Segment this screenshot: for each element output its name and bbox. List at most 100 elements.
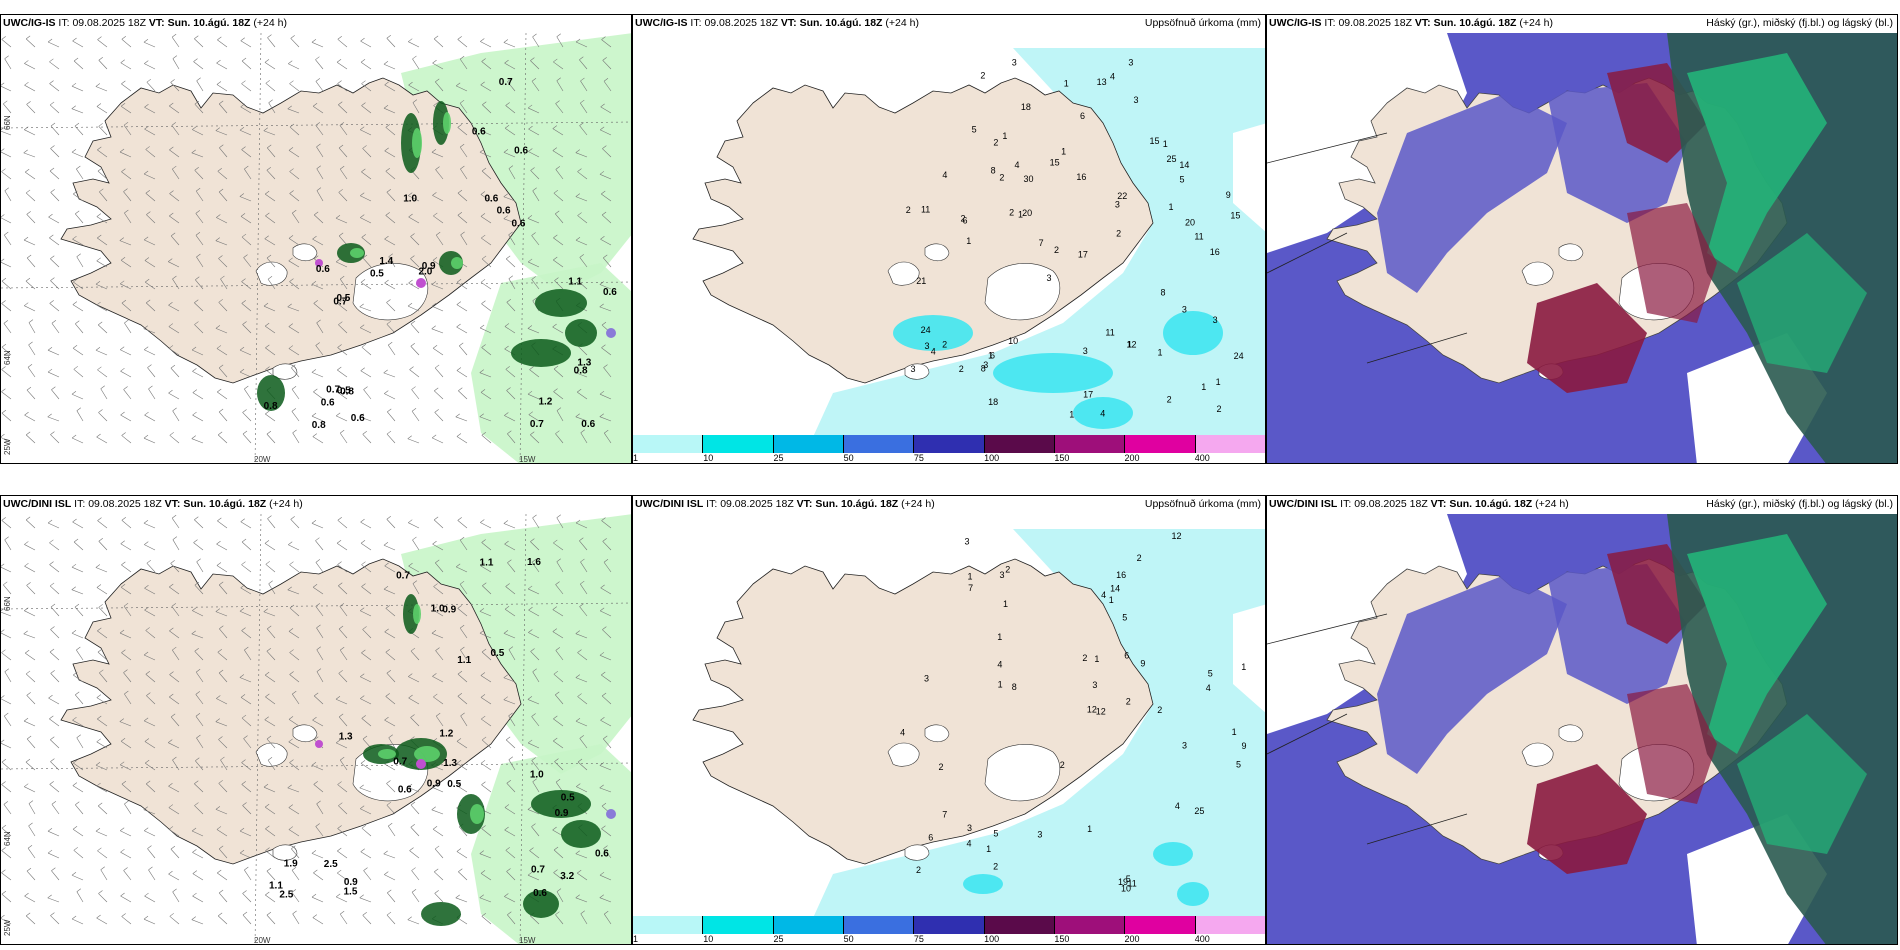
wind-barb-flag — [527, 806, 533, 810]
wind-barb — [383, 544, 396, 551]
wind-barb-flag — [193, 539, 198, 543]
wind-barb-flag — [362, 431, 367, 435]
wind-barb — [603, 848, 612, 859]
wind-barb-flag — [479, 149, 485, 153]
wind-barb-flag — [50, 122, 56, 127]
wind-barb-flag — [25, 189, 31, 194]
wind-barb — [457, 214, 468, 224]
wind-barb-flag — [216, 81, 222, 85]
panel-r2-wind-rain[interactable]: UWC/DINI ISL IT: 09.08.2025 18Z VT: Sun.… — [0, 495, 632, 945]
wind-barb-flag — [527, 390, 533, 395]
wind-barb — [72, 348, 84, 356]
value-label: 3 — [967, 823, 972, 833]
wind-barb-flag — [455, 413, 460, 418]
wind-barb-flag — [338, 189, 343, 193]
value-label: 11 — [1127, 878, 1136, 888]
wind-rain-map[interactable]: 0.60.61.20.70.60.70.80.60.60.50.60.80.60… — [1, 33, 632, 464]
wind-barb — [267, 37, 276, 48]
wind-barb — [575, 853, 588, 859]
wind-barb-flag — [72, 716, 77, 721]
wind-barb — [311, 42, 324, 48]
value-label: 0.6 — [581, 419, 595, 430]
wind-barb-flag — [528, 629, 533, 633]
wind-barb — [216, 543, 228, 551]
wind-barb — [123, 606, 132, 617]
wind-barb — [360, 521, 372, 529]
wind-barb-flag — [268, 99, 273, 104]
wind-barb — [49, 651, 60, 661]
value-label: 1 — [998, 679, 1003, 689]
wind-barb-flag — [215, 237, 220, 241]
wind-barb — [554, 761, 564, 771]
wind-barb — [172, 410, 180, 422]
wind-barb-flag — [505, 583, 510, 587]
wind-barb-flag — [267, 756, 273, 761]
wind-barb — [26, 738, 36, 749]
wind-barb — [479, 611, 492, 617]
wind-barb — [26, 585, 36, 595]
cloud-map[interactable] — [1267, 33, 1898, 464]
precip-map[interactable]: 2333342111143253121321314211322212135682… — [633, 33, 1266, 437]
wind-barb-flag — [119, 718, 124, 722]
wind-barb — [216, 698, 228, 705]
wind-barb-flag — [74, 122, 80, 127]
wind-barb — [168, 807, 180, 815]
wind-barb — [337, 391, 348, 400]
wind-barb-flag — [431, 325, 436, 330]
wind-barb-flag — [146, 78, 152, 83]
wind-barb-flag — [195, 691, 200, 695]
wind-barb — [194, 324, 204, 334]
wind-barb-flag — [239, 346, 245, 351]
wind-barb-flag — [26, 254, 32, 259]
wind-barb — [50, 148, 60, 158]
value-label: 2 — [916, 865, 921, 875]
wind-barb-flag — [264, 803, 270, 808]
wind-barb-flag — [241, 627, 246, 631]
colorbar-segment — [1054, 916, 1126, 934]
panel-r1-clouds[interactable]: UWC/IG-IS IT: 09.08.2025 18Z VT: Sun. 10… — [1266, 14, 1898, 464]
wind-barb-flag — [360, 37, 365, 42]
wind-barb — [192, 852, 204, 859]
panel-title: Háský (gr.), miðský (fj.bl.) og lágský (… — [1706, 17, 1893, 29]
boundary-line — [1366, 332, 1468, 364]
wind-barb-flag — [602, 626, 607, 630]
value-label: 8 — [981, 364, 986, 374]
wind-barb — [385, 127, 396, 136]
wind-barb — [194, 38, 204, 48]
wind-barb — [124, 322, 132, 334]
wind-barb-flag — [338, 101, 343, 105]
wind-barb — [337, 564, 348, 573]
wind-barb-flag — [336, 540, 342, 544]
wind-barb — [434, 871, 444, 881]
wind-barb-flag — [410, 233, 415, 237]
wind-barb — [244, 869, 252, 881]
wind-barb-flag — [241, 561, 246, 565]
wind-barb — [120, 349, 132, 356]
cloud-map[interactable] — [1267, 514, 1898, 945]
rain-area-light — [471, 744, 631, 944]
colorbar-tick: 200 — [1124, 934, 1140, 944]
wind-barb — [553, 61, 564, 70]
wind-barb — [265, 413, 276, 422]
wind-barb-flag — [119, 148, 125, 153]
wind-barb-flag — [120, 892, 125, 897]
wind-barb — [263, 305, 276, 312]
wind-barb — [481, 542, 492, 551]
wind-barb — [575, 239, 588, 246]
wind-barb-flag — [383, 850, 388, 855]
wind-barb-flag — [359, 894, 364, 899]
wind-rain-map[interactable]: 0.51.30.61.90.90.90.72.51.00.61.01.10.70… — [1, 514, 632, 945]
wind-barb-flag — [145, 759, 150, 764]
wind-barb-flag — [577, 212, 582, 216]
wind-barb-flag — [408, 562, 413, 567]
wind-barb-flag — [194, 35, 199, 39]
wind-barb-flag — [575, 850, 580, 855]
panel-r1-precip[interactable]: UWC/IG-IS IT: 09.08.2025 18Z VT: Sun. 10… — [632, 14, 1266, 464]
wind-barb-flag — [28, 319, 34, 323]
wind-barb-flag — [408, 519, 413, 523]
value-label: 3 — [999, 570, 1004, 580]
panel-r1-wind-rain[interactable]: UWC/IG-IS IT: 09.08.2025 18Z VT: Sun. 10… — [0, 14, 632, 464]
panel-r2-precip[interactable]: UWC/DINI ISL IT: 09.08.2025 18Z VT: Sun.… — [632, 495, 1266, 945]
panel-r2-clouds[interactable]: UWC/DINI ISL IT: 09.08.2025 18Z VT: Sun.… — [1266, 495, 1898, 945]
